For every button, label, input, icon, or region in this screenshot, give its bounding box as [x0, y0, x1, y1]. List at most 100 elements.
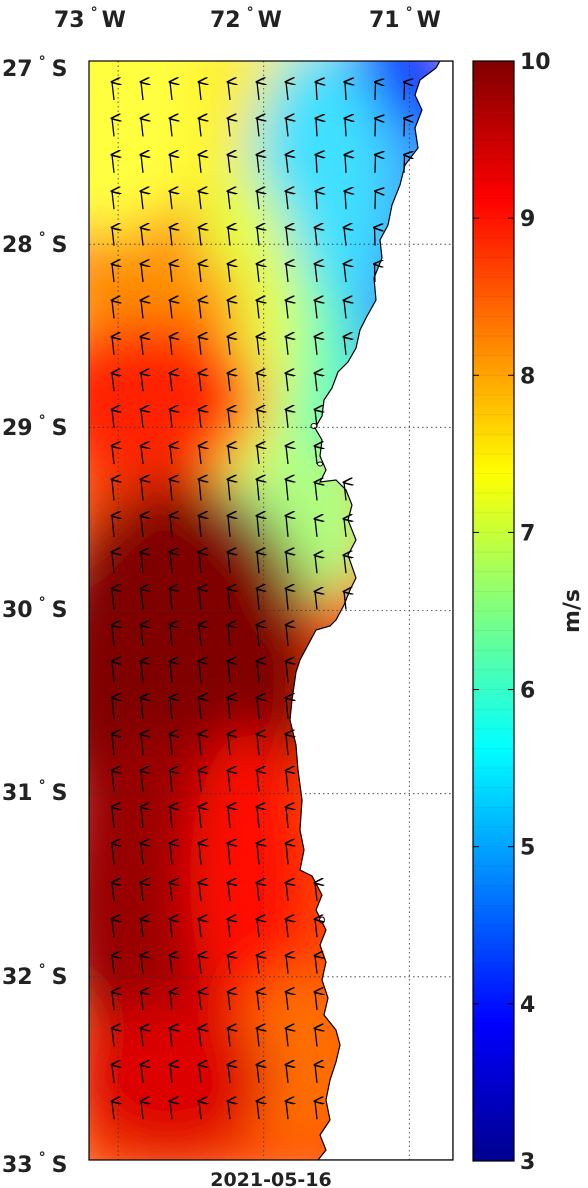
- wind-arrow: [228, 300, 230, 319]
- wind-arrow: [286, 734, 288, 756]
- wind-arrow: [141, 807, 143, 829]
- wind-arrow: [257, 698, 259, 719]
- wind-arrow: [228, 337, 230, 355]
- wind-arrow: [228, 1101, 230, 1120]
- wind-arrow: [257, 625, 259, 647]
- wind-arrow: [316, 118, 317, 137]
- wind-arrow: [112, 661, 114, 683]
- wind-arrow: [228, 191, 230, 210]
- wind-arrow: [199, 698, 201, 719]
- wind-arrow: [141, 264, 143, 283]
- lat-label-28: 28 ° S: [2, 230, 67, 258]
- wind-arrow: [141, 552, 143, 574]
- wind-arrow: [112, 410, 114, 428]
- wind-arrow: [141, 446, 143, 465]
- wind-arrow: [141, 82, 143, 101]
- wind-arrow: [286, 191, 288, 210]
- wind-arrow: [141, 992, 143, 1011]
- wind-arrow: [199, 479, 201, 501]
- wind-arrow: [257, 1065, 259, 1083]
- wind-arrow: [286, 843, 288, 865]
- wind-arrow: [257, 734, 259, 756]
- lat-label-32: 32 ° S: [2, 962, 67, 990]
- wind-arrow: [141, 1101, 143, 1120]
- wind-arrow: [257, 410, 259, 428]
- wind-arrow: [257, 919, 259, 938]
- wind-arrow: [228, 698, 230, 719]
- wind-arrow: [141, 771, 143, 792]
- wind-arrow: [257, 992, 259, 1011]
- wind-arrow: [112, 264, 114, 283]
- wind-arrow: [286, 300, 288, 319]
- wind-arrow: [344, 300, 346, 319]
- wind-arrow: [141, 589, 143, 610]
- wind-arrow: [141, 516, 143, 537]
- wind-arrow: [141, 228, 143, 246]
- wind-arrow: [345, 191, 346, 210]
- colorbar-ticks: 3 4 5 6 7 8 9 10: [473, 50, 551, 1175]
- wind-arrow: [112, 516, 114, 537]
- wind-arrow: [228, 410, 230, 428]
- wind-arrow: [141, 1028, 143, 1047]
- wind-arrow: [345, 82, 346, 101]
- wind-arrow: [141, 337, 143, 355]
- wind-arrow: [257, 264, 259, 283]
- lon-label-72: 72 ° W: [210, 5, 282, 33]
- wind-arrow: [228, 625, 230, 647]
- wind-arrow: [228, 479, 230, 501]
- wind-arrow: [141, 191, 143, 210]
- wind-arrow: [315, 264, 317, 283]
- wind-arrow: [257, 155, 259, 173]
- wind-arrow: [315, 519, 317, 537]
- wind-arrow: [257, 1101, 259, 1120]
- wind-arrow: [257, 589, 259, 610]
- wind-arrow: [228, 552, 230, 574]
- wind-arrow: [170, 589, 172, 610]
- wind-arrow: [228, 82, 230, 101]
- wind-arrow: [375, 155, 376, 173]
- wind-arrow: [170, 1065, 172, 1083]
- wind-arrow: [286, 589, 288, 610]
- wind-arrow: [199, 661, 201, 683]
- wind-arrow: [170, 661, 172, 683]
- wind-arrow: [141, 300, 143, 319]
- wind-arrow: [199, 589, 201, 610]
- wind-arrow: [199, 1065, 201, 1083]
- wind-arrow: [199, 625, 201, 647]
- wind-arrow: [170, 300, 172, 319]
- lat-label-27: 27 ° S: [2, 54, 67, 82]
- colorbar-tick-label: 3: [520, 1150, 535, 1175]
- wind-arrow: [257, 1028, 259, 1047]
- wind-arrow: [315, 1101, 317, 1120]
- wind-arrow: [170, 516, 172, 537]
- wind-arrow: [199, 337, 201, 355]
- wind-arrow: [286, 698, 288, 719]
- wind-arrow: [315, 373, 317, 392]
- wind-arrow: [170, 843, 172, 865]
- wind-arrow: [228, 807, 230, 829]
- wind-arrow: [404, 82, 405, 101]
- wind-arrow: [170, 1028, 172, 1047]
- colorbar-tick-label: 10: [520, 50, 551, 75]
- wind-arrow: [112, 807, 114, 829]
- wind-arrow: [141, 661, 143, 683]
- wind-arrow: [141, 410, 143, 428]
- wind-arrow: [315, 337, 317, 355]
- wind-arrow: [315, 883, 317, 901]
- colorbar-tick-label: 8: [520, 364, 535, 389]
- wind-arrow: [112, 373, 114, 392]
- wind-arrow: [315, 410, 317, 428]
- wind-arrow: [257, 883, 259, 901]
- wind-arrow: [286, 446, 288, 465]
- wind-arrow: [257, 516, 259, 537]
- wind-arrow: [315, 919, 317, 938]
- wind-arrow: [228, 1028, 230, 1047]
- colorbar-tick-label: 4: [520, 993, 535, 1018]
- lat-label-33: 33 ° S: [2, 1150, 67, 1178]
- wind-arrow: [141, 625, 143, 647]
- wind-arrow: [170, 410, 172, 428]
- wind-arrow: [315, 300, 317, 319]
- lon-label-71: 71 ° W: [369, 5, 441, 33]
- wind-arrow: [170, 264, 172, 283]
- wind-arrow: [199, 1028, 201, 1047]
